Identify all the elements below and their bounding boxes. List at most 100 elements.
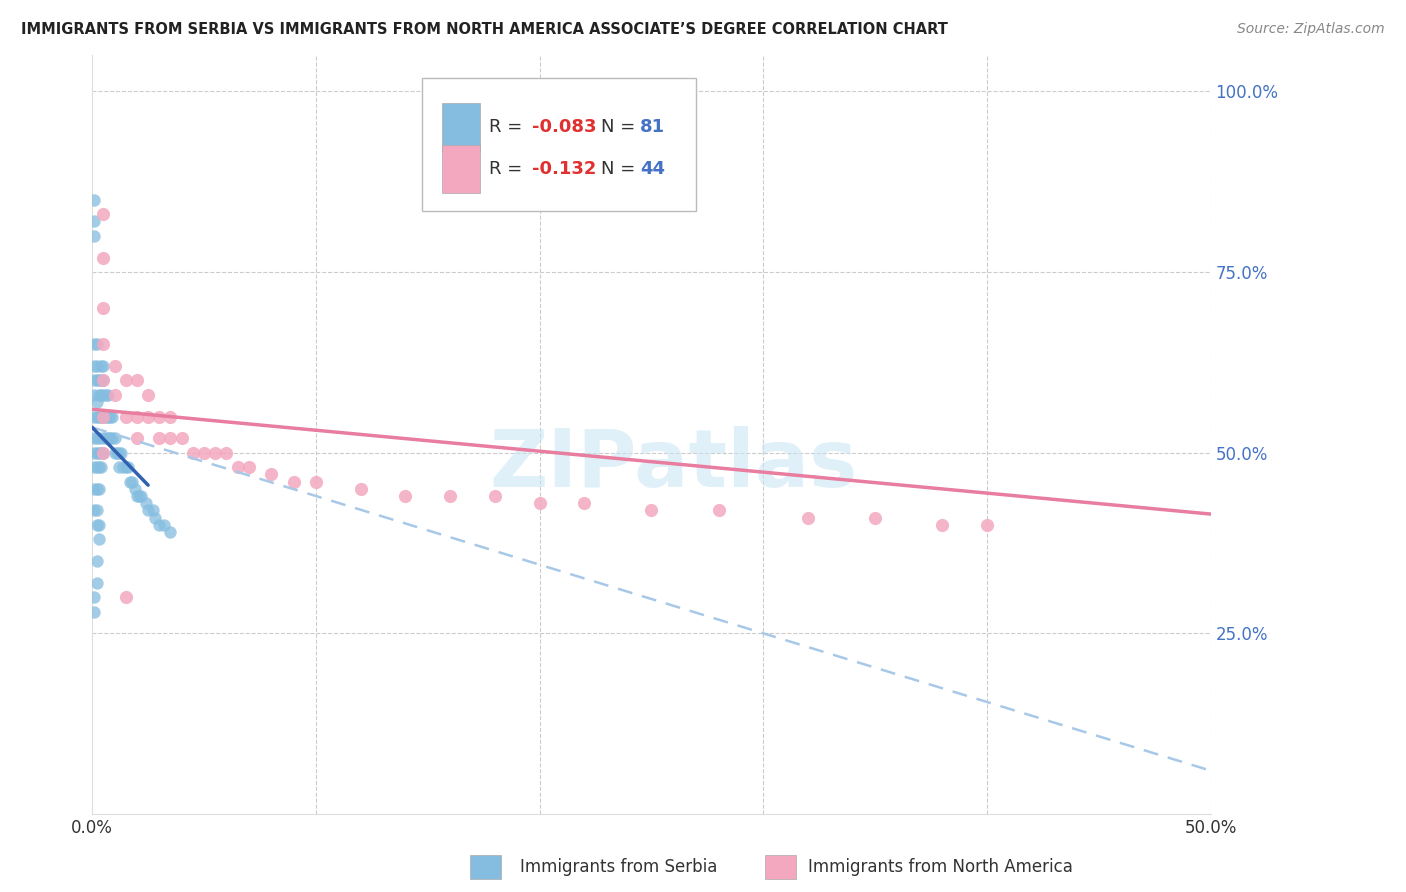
Point bbox=[484, 489, 506, 503]
Text: ZIPatlas: ZIPatlas bbox=[489, 425, 858, 504]
Point bbox=[93, 301, 115, 315]
Point bbox=[159, 525, 181, 540]
Point bbox=[114, 460, 136, 475]
Point bbox=[215, 445, 238, 459]
Point bbox=[93, 388, 115, 402]
Point bbox=[83, 359, 105, 373]
Point bbox=[574, 496, 596, 510]
Point bbox=[131, 489, 153, 503]
Point bbox=[439, 489, 461, 503]
Point bbox=[148, 431, 170, 445]
Point bbox=[86, 359, 108, 373]
Point bbox=[90, 460, 112, 475]
Point bbox=[125, 409, 148, 424]
Point bbox=[90, 445, 112, 459]
Point bbox=[97, 409, 120, 424]
Point bbox=[305, 475, 328, 489]
Point bbox=[159, 431, 181, 445]
Text: R =: R = bbox=[489, 119, 529, 136]
Point bbox=[170, 431, 193, 445]
Point bbox=[86, 445, 108, 459]
Point bbox=[93, 373, 115, 387]
Point bbox=[98, 409, 121, 424]
Point bbox=[86, 482, 108, 496]
Point bbox=[86, 395, 108, 409]
Point bbox=[97, 388, 120, 402]
Point bbox=[125, 373, 148, 387]
Point bbox=[83, 431, 105, 445]
Point bbox=[349, 482, 371, 496]
Point bbox=[94, 388, 117, 402]
Point bbox=[90, 388, 112, 402]
Point bbox=[529, 496, 551, 510]
Point bbox=[93, 251, 115, 265]
Point bbox=[148, 517, 170, 532]
Point bbox=[94, 409, 117, 424]
Point bbox=[125, 431, 148, 445]
Point bbox=[83, 460, 105, 475]
Point bbox=[181, 445, 204, 459]
Point bbox=[93, 431, 115, 445]
Point bbox=[93, 337, 115, 351]
Text: -0.083: -0.083 bbox=[531, 119, 596, 136]
Point bbox=[103, 359, 125, 373]
Point bbox=[125, 489, 148, 503]
Point bbox=[87, 388, 110, 402]
Point bbox=[97, 431, 120, 445]
Point bbox=[83, 590, 105, 604]
Point bbox=[93, 409, 115, 424]
Point bbox=[86, 409, 108, 424]
Point bbox=[86, 517, 108, 532]
Text: R =: R = bbox=[489, 160, 529, 178]
Point bbox=[260, 467, 283, 482]
Text: N =: N = bbox=[602, 160, 641, 178]
Point bbox=[87, 373, 110, 387]
Point bbox=[86, 575, 108, 590]
FancyBboxPatch shape bbox=[443, 145, 481, 194]
Point bbox=[143, 510, 166, 524]
Text: N =: N = bbox=[602, 119, 641, 136]
Point bbox=[93, 207, 115, 221]
Point bbox=[90, 373, 112, 387]
Text: 81: 81 bbox=[640, 119, 665, 136]
Point bbox=[136, 388, 159, 402]
FancyBboxPatch shape bbox=[422, 78, 696, 211]
Point bbox=[152, 517, 174, 532]
Point bbox=[120, 475, 142, 489]
Text: -0.132: -0.132 bbox=[531, 160, 596, 178]
Point bbox=[128, 489, 150, 503]
Text: 44: 44 bbox=[640, 160, 665, 178]
Point bbox=[226, 460, 249, 475]
Point bbox=[83, 482, 105, 496]
Point bbox=[83, 373, 105, 387]
Point bbox=[83, 337, 105, 351]
Point bbox=[83, 605, 105, 619]
Point bbox=[193, 445, 215, 459]
Point bbox=[86, 460, 108, 475]
Point bbox=[114, 590, 136, 604]
Point bbox=[574, 99, 596, 113]
Point bbox=[110, 445, 132, 459]
Point bbox=[105, 445, 128, 459]
Point bbox=[83, 193, 105, 207]
Point bbox=[98, 431, 121, 445]
Point bbox=[863, 510, 886, 524]
Text: Immigrants from Serbia: Immigrants from Serbia bbox=[520, 858, 717, 876]
Point bbox=[93, 445, 115, 459]
Point bbox=[87, 460, 110, 475]
Point bbox=[87, 482, 110, 496]
Point bbox=[93, 359, 115, 373]
Point bbox=[117, 460, 139, 475]
Point bbox=[114, 373, 136, 387]
Point bbox=[83, 214, 105, 228]
Point bbox=[93, 409, 115, 424]
Point bbox=[112, 460, 135, 475]
Point bbox=[101, 431, 124, 445]
Point bbox=[83, 409, 105, 424]
Point bbox=[394, 489, 416, 503]
Text: Source: ZipAtlas.com: Source: ZipAtlas.com bbox=[1237, 22, 1385, 37]
Point bbox=[135, 496, 157, 510]
Point bbox=[87, 431, 110, 445]
Point bbox=[136, 409, 159, 424]
Point bbox=[204, 445, 226, 459]
